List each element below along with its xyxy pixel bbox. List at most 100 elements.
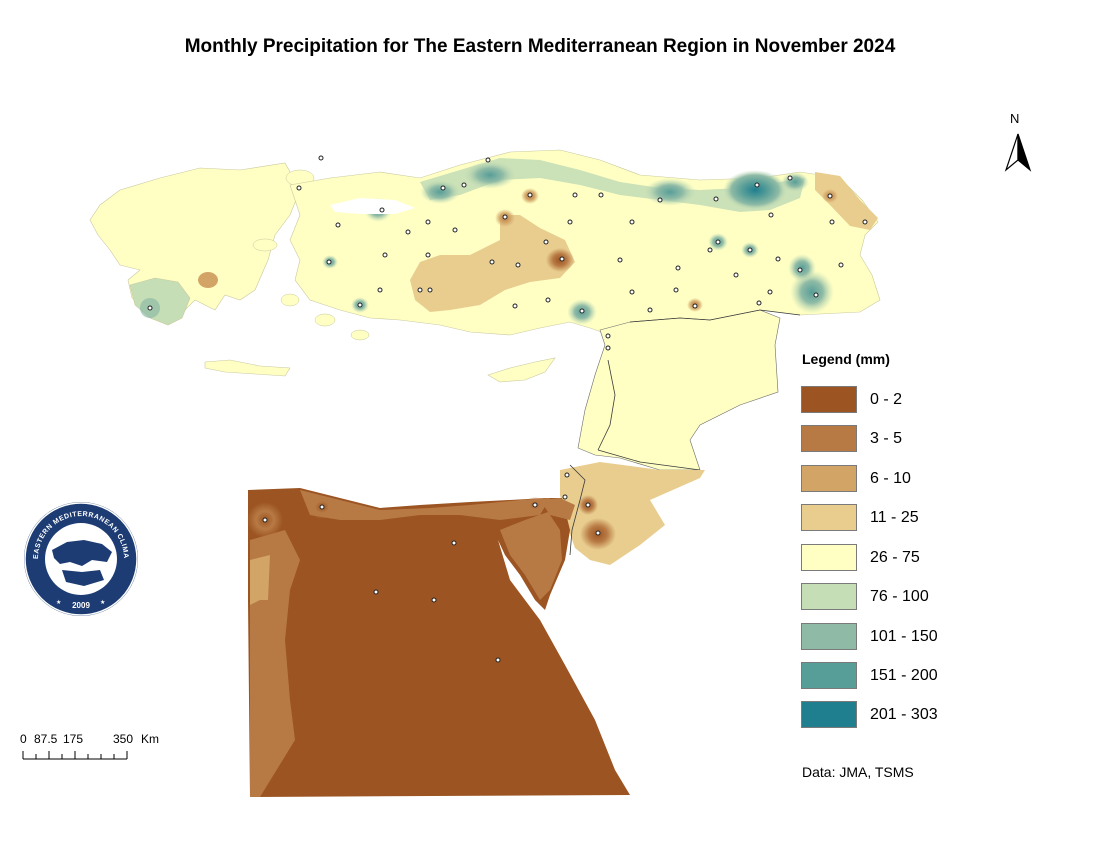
station-marker [829,219,835,225]
station-marker [319,504,325,510]
scale-bar: 0 87.5 175 350 Km [20,732,160,762]
station-marker [647,307,653,313]
station-marker [629,219,635,225]
legend-swatch [801,701,857,728]
station-marker [417,287,423,293]
station-marker [617,257,623,263]
station-marker [425,219,431,225]
station-marker [657,197,663,203]
station-marker [675,265,681,271]
station-marker [440,185,446,191]
legend-label: 26 - 75 [870,549,920,566]
legend-item: 101 - 150 [801,623,1001,653]
legend-title: Legend (mm) [802,351,890,367]
station-marker [715,239,721,245]
legend-item: 6 - 10 [801,465,1001,495]
station-marker [562,494,568,500]
scale-label: 0 [20,732,27,746]
scale-label: 350 [113,732,134,746]
legend-swatch [801,583,857,610]
station-marker [605,345,611,351]
station-marker [756,300,762,306]
legend-label: 11 - 25 [870,509,919,526]
legend-label: 3 - 5 [870,430,903,447]
station-markers [147,155,868,663]
station-marker [545,297,551,303]
station-marker [707,247,713,253]
station-marker [775,256,781,262]
cyprus-region [487,357,556,383]
legend-swatch [801,504,857,531]
station-marker [543,239,549,245]
scale-label: 175 [63,732,84,746]
station-marker [489,259,495,265]
station-marker [495,657,501,663]
legend-item: 0 - 2 [801,386,1001,416]
legend-item: 3 - 5 [801,425,1001,455]
station-marker [813,292,819,298]
legend-label: 0 - 2 [870,391,903,408]
legend-item: 151 - 200 [801,662,1001,692]
station-marker [262,517,268,523]
legend-swatch [801,623,857,650]
north-label: N [1010,111,1020,126]
station-marker [567,219,573,225]
station-marker [838,262,844,268]
station-marker [564,472,570,478]
station-marker [382,252,388,258]
station-marker [733,272,739,278]
station-marker [598,192,604,198]
station-marker [405,229,411,235]
station-marker [452,227,458,233]
logo-year: 2009 [72,601,90,610]
station-marker [605,333,611,339]
scale-label: Km [141,732,159,746]
legend-swatch [801,544,857,571]
svg-text:★: ★ [100,599,105,606]
station-marker [579,308,585,314]
station-marker [379,207,385,213]
station-marker [559,256,565,262]
legend-swatch [801,386,857,413]
legend-swatch [801,425,857,452]
legend-swatch [801,662,857,689]
station-marker [754,182,760,188]
station-marker [296,185,302,191]
station-marker [629,289,635,295]
scale-label: 87.5 [34,732,58,746]
map-title: Monthly Precipitation for The Eastern Me… [184,36,896,57]
station-marker [527,192,533,198]
legend-item: 76 - 100 [801,583,1001,613]
crete-region [204,359,291,377]
emcc-logo: EASTERN MEDITERRANEAN CLIMATE CENTRE 200… [22,500,138,616]
data-source: Data: JMA, TSMS [802,764,914,780]
station-marker [768,212,774,218]
legend-item: 26 - 75 [801,544,1001,574]
station-marker [357,302,363,308]
legend-label: 6 - 10 [870,470,911,487]
station-marker [767,289,773,295]
legend-label: 151 - 200 [870,667,938,684]
legend-item: 201 - 303 [801,701,1001,731]
station-marker [713,196,719,202]
station-marker [787,175,793,181]
station-marker [461,182,467,188]
station-marker [318,155,324,161]
station-marker [512,303,518,309]
station-marker [502,214,508,220]
legend-item: 11 - 25 [801,504,1001,534]
north-arrow-icon [1004,133,1032,172]
station-marker [532,502,538,508]
station-marker [595,530,601,536]
svg-text:★: ★ [56,599,61,606]
station-marker [673,287,679,293]
station-marker [485,157,491,163]
station-marker [515,262,521,268]
station-marker [827,193,833,199]
station-marker [335,222,341,228]
station-marker [572,192,578,198]
station-marker [147,305,153,311]
station-marker [427,287,433,293]
station-marker [326,259,332,265]
